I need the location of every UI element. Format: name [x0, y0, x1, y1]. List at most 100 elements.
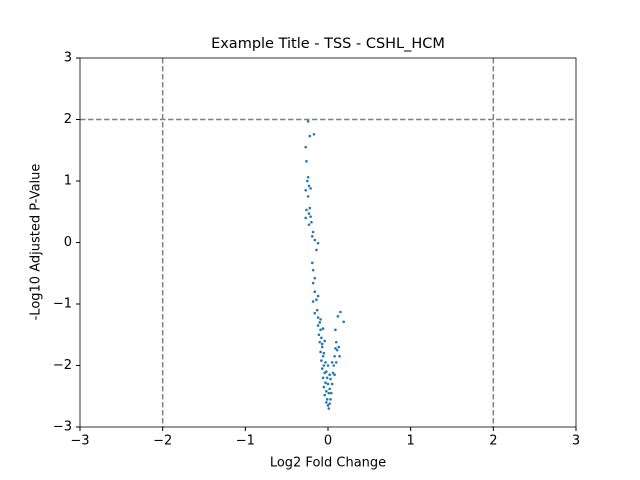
point [308, 206, 312, 210]
point [307, 223, 311, 226]
point [328, 387, 331, 391]
point [326, 382, 330, 386]
point [325, 390, 328, 393]
point [342, 320, 346, 324]
point [323, 393, 326, 397]
point [311, 230, 315, 234]
point [333, 354, 336, 358]
point [315, 298, 318, 301]
point [311, 300, 315, 303]
point [313, 276, 317, 280]
point [331, 371, 335, 375]
point [310, 235, 314, 238]
point [334, 340, 338, 344]
point [304, 188, 307, 192]
x-tick-label: −3 [70, 434, 89, 449]
point [334, 328, 337, 332]
point [320, 367, 324, 370]
point [324, 381, 327, 385]
y-tick-label: 2 [64, 112, 72, 127]
point [306, 176, 310, 179]
point [316, 294, 320, 298]
point [326, 364, 330, 367]
point [312, 132, 316, 136]
y-tick-label: 3 [64, 51, 72, 66]
point [322, 364, 326, 367]
point [319, 318, 322, 321]
point [325, 401, 328, 404]
point [328, 373, 331, 377]
point [307, 184, 311, 188]
point [325, 376, 329, 380]
point [330, 382, 334, 386]
y-tick-label: 0 [64, 235, 72, 250]
point [311, 281, 315, 285]
point [325, 370, 328, 373]
point [320, 342, 324, 346]
point [306, 195, 310, 198]
point [311, 268, 315, 272]
point [305, 208, 308, 212]
point [334, 361, 338, 364]
point [320, 345, 324, 349]
x-tick-label: 0 [324, 434, 332, 449]
point [321, 327, 325, 330]
point [306, 179, 309, 183]
point [315, 248, 318, 252]
point [326, 404, 330, 407]
point [309, 215, 312, 218]
point [321, 354, 325, 358]
point [310, 220, 313, 224]
x-tick-label: −2 [153, 434, 172, 449]
point [313, 290, 317, 294]
point [323, 339, 326, 343]
x-axis-label: Log2 Fold Change [270, 456, 386, 471]
point [313, 238, 317, 242]
point [330, 391, 333, 395]
point [327, 407, 331, 410]
point [336, 315, 340, 318]
point [333, 373, 336, 377]
point [319, 350, 322, 354]
point [335, 348, 339, 352]
point [316, 324, 320, 327]
y-tick-label: −3 [53, 420, 72, 435]
y-axis-label: -Log10 Adjusted P-Value [29, 164, 44, 321]
point [316, 241, 320, 245]
point [304, 145, 307, 149]
y-tick-label: 1 [64, 174, 72, 189]
point [305, 160, 308, 163]
y-tick-label: −2 [53, 358, 72, 373]
x-tick-label: −1 [236, 434, 255, 449]
point [322, 351, 326, 355]
point [339, 310, 342, 314]
y-tick-label: −1 [53, 297, 72, 312]
plot-frame [79, 57, 577, 428]
point [304, 216, 307, 220]
x-tick-label: 1 [407, 434, 415, 449]
point [318, 321, 322, 324]
point [334, 346, 337, 350]
point [338, 354, 341, 358]
point [309, 187, 312, 190]
point [310, 261, 314, 265]
x-tick-label: 2 [489, 434, 497, 449]
point [319, 328, 322, 332]
point [315, 308, 319, 312]
point [329, 377, 332, 381]
point [330, 361, 334, 364]
point [318, 340, 322, 344]
point [306, 120, 310, 123]
point [317, 333, 321, 337]
x-tick-label: 3 [572, 434, 580, 449]
point [337, 345, 341, 349]
point [327, 391, 331, 395]
point [313, 311, 317, 315]
chart-title: Example Title - TSS - CSHL_HCM [211, 36, 445, 52]
point [324, 361, 327, 364]
point [322, 385, 326, 389]
point [320, 359, 323, 362]
